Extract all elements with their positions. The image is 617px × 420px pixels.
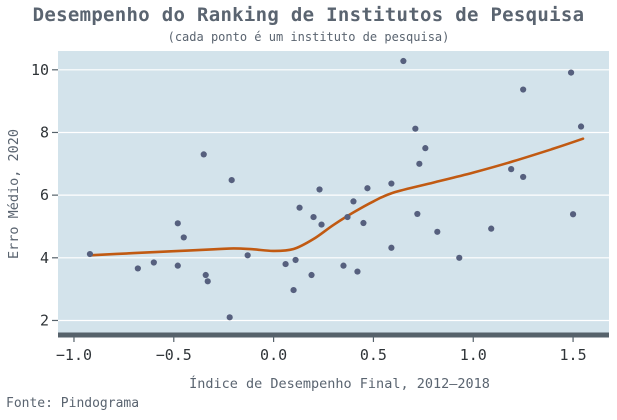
- data-point: [174, 220, 181, 227]
- data-point: [150, 259, 157, 266]
- data-point: [174, 262, 181, 269]
- x-axis-title: Índice de Desempenho Final, 2012–2018: [189, 375, 490, 392]
- x-tick-label: −1.0: [56, 346, 92, 364]
- data-point: [340, 262, 347, 269]
- x-tick-label: −0.5: [156, 346, 192, 364]
- plot-panel: [58, 51, 609, 333]
- data-point: [290, 286, 297, 294]
- data-point: [434, 228, 441, 235]
- data-point: [569, 211, 577, 218]
- data-point: [354, 268, 361, 275]
- data-point: [456, 254, 463, 261]
- data-point: [316, 186, 323, 193]
- data-point: [508, 166, 515, 173]
- data-point: [200, 151, 207, 158]
- data-point: [282, 260, 289, 268]
- trend-line: [88, 137, 585, 257]
- data-point: [388, 180, 395, 187]
- data-point: [567, 69, 575, 76]
- source-note: Fonte: Pindograma: [6, 396, 140, 411]
- data-point: [400, 57, 407, 65]
- x-axis: −1.0 −0.5 0.0 0.5 1.0 1.5: [56, 332, 609, 364]
- data-point: [520, 173, 527, 181]
- data-point: [204, 278, 211, 285]
- data-point: [244, 252, 251, 259]
- y-tick-label: 6: [40, 186, 49, 204]
- data-point: [422, 145, 429, 152]
- data-point: [318, 221, 325, 228]
- data-point: [180, 234, 187, 241]
- data-point: [344, 213, 351, 221]
- data-point: [226, 314, 233, 321]
- data-point: [310, 213, 317, 221]
- y-tick-label: 8: [40, 123, 49, 141]
- data-point: [228, 176, 235, 184]
- data-point: [388, 244, 395, 251]
- data-point: [364, 185, 371, 192]
- data-point: [488, 225, 495, 232]
- x-tick-label: 1.0: [460, 346, 487, 364]
- data-point: [520, 86, 527, 93]
- data-point: [360, 219, 367, 227]
- x-tick-label: 0.0: [260, 346, 287, 364]
- y-axis: 2 4 6 8 10: [31, 61, 58, 329]
- data-point: [308, 271, 315, 279]
- data-point: [350, 198, 357, 205]
- gridlines: [58, 69, 609, 322]
- data-point: [296, 204, 303, 211]
- data-point: [412, 125, 419, 132]
- y-axis-title: Erro Médio, 2020: [6, 129, 22, 259]
- y-tick-label: 2: [40, 311, 49, 329]
- data-point: [292, 256, 299, 264]
- data-point: [416, 160, 423, 167]
- x-tick-label: 0.5: [360, 346, 387, 364]
- chart-subtitle: (cada ponto é um instituto de pesquisa): [167, 30, 450, 44]
- x-tick-label: 1.5: [560, 346, 587, 364]
- y-tick-label: 4: [40, 249, 49, 267]
- data-point: [414, 210, 421, 218]
- data-point: [577, 123, 585, 130]
- chart-title: Desempenho do Ranking de Institutos de P…: [32, 4, 585, 26]
- data-points: [86, 57, 585, 321]
- y-tick-label: 10: [31, 61, 49, 79]
- data-point: [202, 271, 209, 279]
- data-point: [86, 250, 94, 258]
- data-point: [134, 265, 141, 272]
